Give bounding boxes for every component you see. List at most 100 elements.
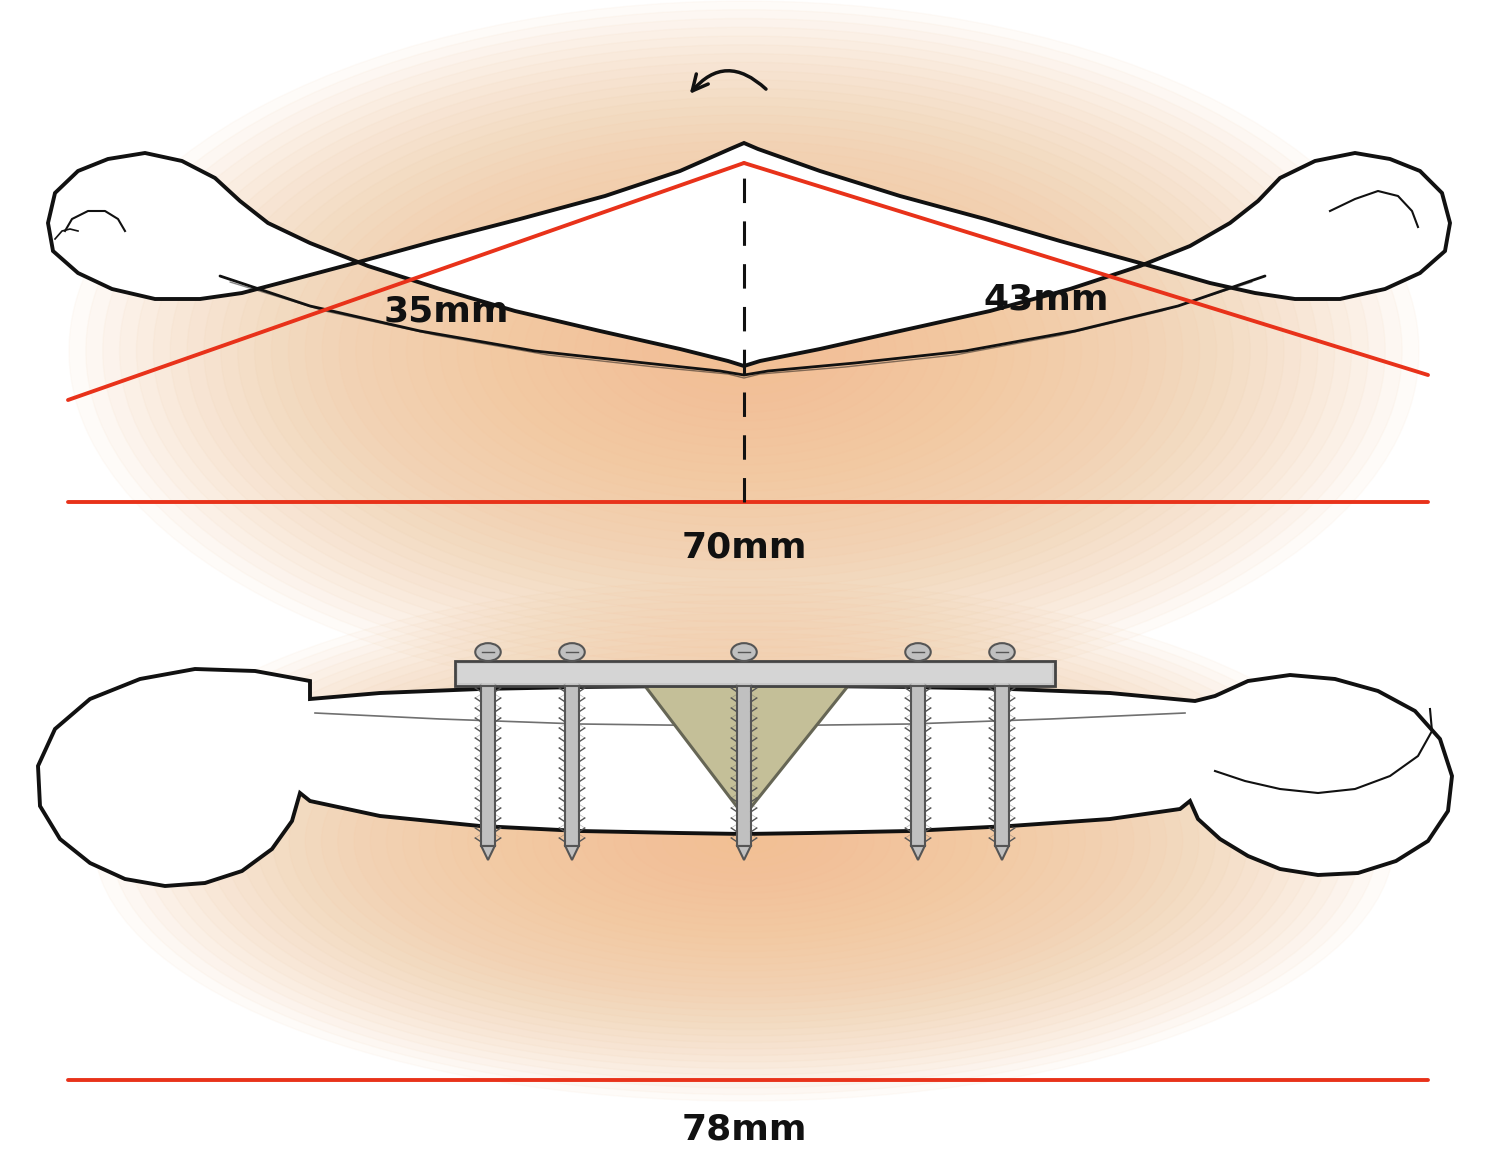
Ellipse shape xyxy=(693,324,795,377)
Polygon shape xyxy=(995,845,1009,860)
Text: 43mm: 43mm xyxy=(984,282,1109,316)
Ellipse shape xyxy=(576,263,912,438)
Ellipse shape xyxy=(990,643,1015,660)
Ellipse shape xyxy=(238,89,1250,614)
Ellipse shape xyxy=(289,659,1199,1023)
Ellipse shape xyxy=(208,626,1280,1055)
Polygon shape xyxy=(48,143,1449,367)
Ellipse shape xyxy=(390,167,1098,535)
Polygon shape xyxy=(39,669,1452,886)
Text: 78mm: 78mm xyxy=(682,1112,806,1148)
Ellipse shape xyxy=(159,607,1329,1075)
Bar xyxy=(458,664,1052,683)
Ellipse shape xyxy=(110,588,1378,1095)
Ellipse shape xyxy=(731,643,757,660)
Ellipse shape xyxy=(240,639,1248,1042)
Ellipse shape xyxy=(126,594,1362,1088)
Ellipse shape xyxy=(225,634,1263,1049)
Ellipse shape xyxy=(170,54,1318,649)
Ellipse shape xyxy=(204,71,1284,631)
Ellipse shape xyxy=(356,150,1132,553)
Ellipse shape xyxy=(440,193,1048,508)
Ellipse shape xyxy=(338,678,1150,1004)
Ellipse shape xyxy=(728,342,760,359)
Ellipse shape xyxy=(271,107,1217,596)
Bar xyxy=(481,686,494,845)
Ellipse shape xyxy=(68,1,1420,701)
Ellipse shape xyxy=(533,756,955,925)
Ellipse shape xyxy=(500,744,988,938)
Ellipse shape xyxy=(565,769,923,912)
Polygon shape xyxy=(565,845,579,860)
Ellipse shape xyxy=(592,272,896,430)
Ellipse shape xyxy=(710,334,778,369)
Ellipse shape xyxy=(542,246,946,456)
Ellipse shape xyxy=(354,685,1134,997)
Ellipse shape xyxy=(289,115,1199,587)
Ellipse shape xyxy=(321,132,1167,570)
Text: 35mm: 35mm xyxy=(384,294,509,329)
Ellipse shape xyxy=(143,601,1345,1082)
Ellipse shape xyxy=(467,731,1021,952)
Polygon shape xyxy=(911,845,924,860)
Ellipse shape xyxy=(558,255,930,447)
Polygon shape xyxy=(737,845,751,860)
Bar xyxy=(995,686,1009,845)
Ellipse shape xyxy=(582,776,906,906)
Ellipse shape xyxy=(373,158,1115,543)
Ellipse shape xyxy=(387,698,1101,984)
Ellipse shape xyxy=(436,718,1052,965)
Ellipse shape xyxy=(609,281,879,422)
Ellipse shape xyxy=(525,238,963,465)
Ellipse shape xyxy=(598,782,890,899)
Ellipse shape xyxy=(321,672,1167,1011)
Ellipse shape xyxy=(549,763,939,919)
Ellipse shape xyxy=(491,220,997,482)
Ellipse shape xyxy=(254,97,1234,604)
Ellipse shape xyxy=(646,802,842,879)
Ellipse shape xyxy=(475,643,501,660)
Bar xyxy=(565,686,579,845)
Polygon shape xyxy=(481,845,494,860)
Ellipse shape xyxy=(176,614,1312,1068)
Ellipse shape xyxy=(626,289,862,412)
Ellipse shape xyxy=(507,228,981,473)
Ellipse shape xyxy=(371,692,1117,991)
Ellipse shape xyxy=(631,795,857,886)
Ellipse shape xyxy=(659,307,829,395)
Ellipse shape xyxy=(484,737,1004,945)
Bar xyxy=(737,686,751,845)
Ellipse shape xyxy=(516,749,972,932)
Ellipse shape xyxy=(119,27,1369,674)
Bar xyxy=(455,660,1055,686)
Polygon shape xyxy=(644,686,848,816)
Text: 70mm: 70mm xyxy=(682,530,806,564)
Ellipse shape xyxy=(305,665,1183,1016)
Ellipse shape xyxy=(424,185,1064,518)
Ellipse shape xyxy=(339,141,1149,561)
Ellipse shape xyxy=(905,643,931,660)
Ellipse shape xyxy=(86,9,1402,692)
Ellipse shape xyxy=(457,203,1031,500)
Ellipse shape xyxy=(451,724,1037,958)
Ellipse shape xyxy=(559,643,585,660)
Ellipse shape xyxy=(153,44,1335,657)
Ellipse shape xyxy=(679,815,809,867)
Ellipse shape xyxy=(643,299,845,404)
Ellipse shape xyxy=(272,652,1216,1029)
Ellipse shape xyxy=(192,619,1296,1062)
Ellipse shape xyxy=(220,80,1268,622)
Ellipse shape xyxy=(677,316,811,386)
Ellipse shape xyxy=(475,211,1013,491)
Ellipse shape xyxy=(662,808,826,874)
Ellipse shape xyxy=(695,822,793,861)
Ellipse shape xyxy=(137,36,1351,666)
Ellipse shape xyxy=(420,711,1068,971)
Bar xyxy=(911,686,924,845)
Ellipse shape xyxy=(103,19,1385,684)
Ellipse shape xyxy=(94,581,1394,1101)
Ellipse shape xyxy=(187,62,1301,639)
Ellipse shape xyxy=(305,123,1183,578)
Ellipse shape xyxy=(711,828,777,854)
Ellipse shape xyxy=(406,176,1082,526)
